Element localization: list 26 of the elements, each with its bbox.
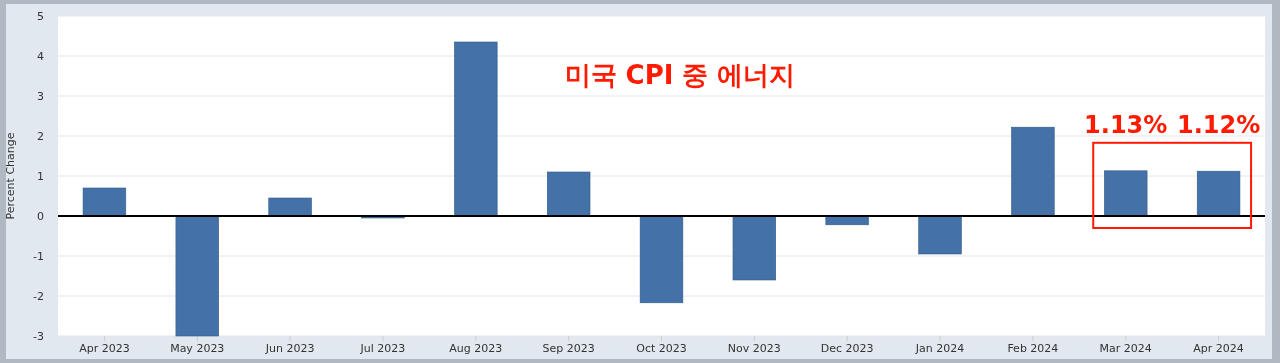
x-tick-label: Jul 2023 (359, 342, 406, 355)
x-tick-label: Jan 2024 (914, 342, 965, 355)
x-tick-label: Oct 2023 (636, 342, 687, 355)
y-tick-label: 1 (37, 170, 44, 183)
x-tick-label: Jun 2023 (264, 342, 315, 355)
y-tick-label: 0 (37, 210, 44, 223)
annotation: 1.12% (1176, 111, 1261, 140)
text: 미국 CPI 중 에너지 (564, 60, 796, 90)
x-tick-label: Feb 2024 (1007, 342, 1059, 355)
y-tick-label: 5 (37, 10, 44, 23)
x-tick-label: Sep 2023 (542, 342, 595, 355)
y-tick-label: -2 (33, 290, 44, 303)
x-tick-label: May 2023 (170, 342, 225, 355)
y-tick-label: -1 (33, 250, 44, 263)
x-tick-label: Nov 2023 (727, 342, 781, 355)
x-tick-label: Apr 2023 (79, 342, 130, 355)
x-tick-label: Apr 2024 (1193, 342, 1244, 355)
annotation: 1.13% (1084, 110, 1168, 139)
y-tick-label: 2 (37, 130, 44, 143)
y-tick-label: 4 (37, 50, 44, 63)
y-tick-label: 3 (37, 90, 44, 103)
y-axis-title: Percent Change (4, 132, 17, 220)
x-tick-label: Dec 2023 (820, 342, 874, 355)
x-tick-label: Aug 2023 (449, 342, 503, 355)
x-tick-label: Mar 2024 (1099, 342, 1152, 355)
y-tick-label: -3 (33, 330, 44, 343)
